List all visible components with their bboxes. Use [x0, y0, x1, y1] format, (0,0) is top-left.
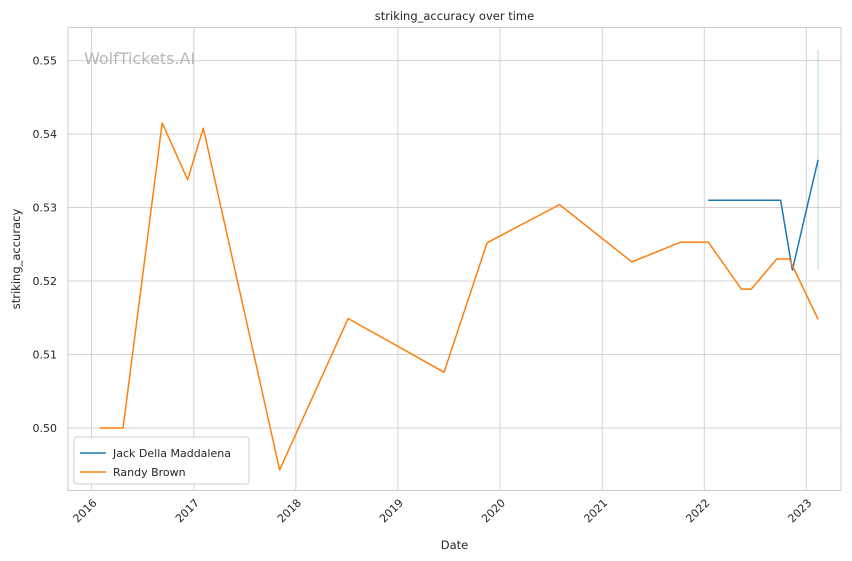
data-point-jack-della-maddalena: [780, 199, 782, 201]
data-point-jack-della-maddalena: [817, 159, 819, 161]
data-point-randy-brown: [347, 318, 349, 320]
data-point-randy-brown: [750, 288, 752, 290]
y-tick-label: 0.50: [33, 422, 58, 435]
x-tick-label: 2021: [581, 496, 610, 525]
data-point-randy-brown: [741, 288, 743, 290]
data-point-randy-brown: [817, 318, 819, 320]
data-point-randy-brown: [203, 127, 205, 129]
data-point-randy-brown: [776, 258, 778, 260]
data-point-randy-brown: [279, 469, 281, 471]
data-point-jack-della-maddalena: [707, 199, 709, 201]
x-tick-label: 2018: [275, 496, 304, 525]
x-tick-label: 2016: [71, 496, 100, 525]
legend-box: [73, 436, 250, 485]
series-line-jack-della-maddalena: [708, 159, 819, 271]
grid: [68, 27, 841, 491]
data-point-randy-brown: [161, 122, 163, 124]
data-point-randy-brown: [187, 179, 189, 181]
data-point-jack-della-maddalena: [792, 269, 794, 271]
y-tick-label: 0.51: [33, 349, 58, 362]
y-tick-label: 0.55: [33, 55, 58, 68]
x-tick-label: 2019: [377, 496, 406, 525]
x-tick-label: 2023: [785, 496, 814, 525]
data-point-randy-brown: [99, 427, 101, 429]
y-axis-label: striking_accuracy: [9, 209, 23, 310]
y-tick-label: 0.53: [33, 202, 58, 215]
series-line-randy-brown: [99, 122, 819, 471]
legend-label-randy-brown: Randy Brown: [113, 466, 186, 479]
x-tick-label: 2017: [173, 496, 202, 525]
legend: Jack Della Maddalena Randy Brown: [73, 436, 250, 485]
data-point-randy-brown: [559, 204, 561, 206]
data-point-randy-brown: [443, 371, 445, 373]
x-axis-label: Date: [441, 538, 469, 552]
y-tick-label: 0.54: [33, 128, 58, 141]
data-point-randy-brown: [631, 261, 633, 263]
data-point-randy-brown: [122, 427, 124, 429]
plot-frame: [67, 27, 842, 491]
data-point-randy-brown: [788, 258, 790, 260]
legend-label-jack-della-maddalena: Jack Della Maddalena: [112, 447, 231, 460]
y-tick-label: 0.52: [33, 275, 58, 288]
x-tick-label: 2022: [683, 496, 712, 525]
data-point-randy-brown: [486, 242, 488, 244]
x-tick-label: 2020: [479, 496, 508, 525]
data-point-randy-brown: [707, 241, 709, 243]
watermark-text: WolfTickets.AI: [84, 49, 195, 68]
series: [99, 49, 819, 471]
data-point-randy-brown: [680, 241, 682, 243]
chart-title: striking_accuracy over time: [375, 9, 534, 23]
